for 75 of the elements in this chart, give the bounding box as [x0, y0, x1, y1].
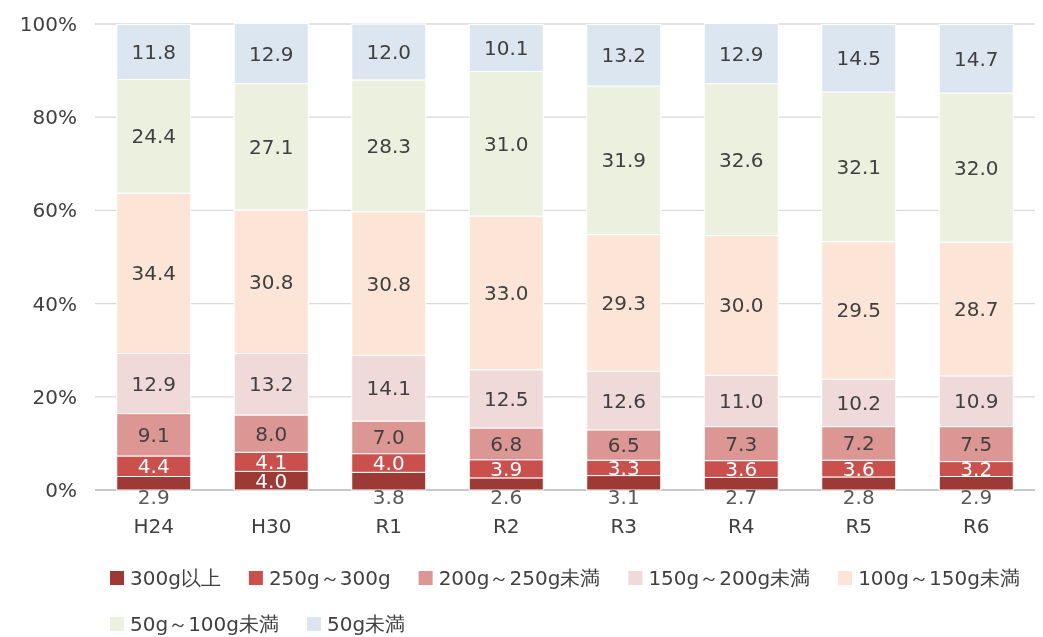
data-label: 3.3 — [607, 455, 640, 480]
x-tick-label: R3 — [610, 514, 638, 538]
data-label: 34.4 — [131, 261, 177, 286]
x-tick-label: R2 — [492, 514, 520, 538]
data-label: 4.0 — [372, 450, 405, 475]
x-tick-label: R6 — [962, 514, 990, 538]
data-label: 3.9 — [490, 456, 523, 481]
data-label: 27.1 — [248, 134, 294, 159]
data-label: 8.0 — [255, 421, 288, 446]
data-label: 3.6 — [725, 457, 758, 482]
y-tick-label: 60% — [32, 198, 77, 223]
data-label: 11.8 — [131, 39, 177, 64]
data-label: 10.9 — [953, 389, 999, 414]
x-tick-label: H30 — [251, 514, 292, 538]
data-label: 3.2 — [960, 457, 993, 482]
data-label: 6.8 — [490, 431, 523, 456]
data-label: 7.2 — [842, 431, 875, 456]
data-label: 32.1 — [836, 154, 882, 179]
data-label: 29.3 — [601, 290, 647, 315]
legend-label: 150g～200g未満 — [648, 566, 811, 590]
legend-label: 200g～250g未満 — [438, 566, 601, 590]
data-label: 13.2 — [601, 43, 647, 68]
data-label: 7.0 — [372, 425, 405, 450]
legend-label: 50g未満 — [327, 612, 406, 636]
data-label: 14.7 — [953, 46, 999, 71]
data-label: 7.5 — [960, 432, 993, 457]
data-label: 12.6 — [601, 388, 647, 413]
x-tick-label: H24 — [133, 514, 174, 538]
data-label: 6.5 — [607, 433, 640, 458]
data-label: 12.9 — [131, 371, 177, 396]
data-label: 32.6 — [718, 147, 764, 172]
x-tick-label: R4 — [727, 514, 755, 538]
data-label: 33.0 — [483, 280, 529, 305]
data-label: 12.5 — [483, 386, 529, 411]
legend-label: 300g以上 — [130, 566, 221, 590]
y-tick-label: 0% — [45, 478, 77, 502]
data-label: 29.5 — [836, 298, 882, 323]
data-label: 31.9 — [601, 148, 647, 173]
data-label: 3.8 — [372, 485, 405, 509]
y-tick-label: 80% — [32, 105, 77, 130]
data-label: 30.8 — [248, 269, 294, 294]
legend-label: 50g～100g未満 — [130, 612, 280, 636]
data-label: 2.7 — [725, 485, 758, 509]
x-tick-label: R5 — [845, 514, 873, 538]
data-label: 14.1 — [366, 376, 412, 401]
data-label: 13.2 — [248, 372, 294, 397]
y-tick-label: 100% — [19, 12, 77, 36]
data-label: 30.8 — [366, 271, 412, 296]
x-tick-label: R1 — [375, 514, 403, 538]
data-label: 31.0 — [483, 131, 529, 156]
data-label: 3.1 — [607, 485, 640, 509]
data-label: 12.0 — [366, 39, 412, 64]
legend-label: 250g～300g — [268, 566, 391, 590]
data-label: 2.8 — [842, 485, 875, 509]
data-label: 24.4 — [131, 124, 177, 149]
data-label: 12.9 — [248, 41, 294, 66]
data-label: 10.2 — [836, 390, 882, 415]
data-label: 14.5 — [836, 46, 882, 71]
y-tick-label: 40% — [32, 291, 77, 316]
y-tick-label: 20% — [32, 384, 77, 409]
legend-label: 100g～150g未満 — [858, 566, 1020, 590]
data-label: 28.7 — [953, 296, 999, 321]
data-label: 12.9 — [718, 41, 764, 66]
data-label: 28.3 — [366, 133, 412, 158]
data-label: 2.9 — [960, 485, 993, 509]
data-label: 30.0 — [718, 293, 764, 318]
data-label: 4.4 — [137, 454, 170, 479]
data-label: 10.1 — [483, 36, 529, 60]
data-label: 9.1 — [137, 422, 170, 447]
data-label: 2.9 — [137, 485, 170, 509]
data-label: 32.0 — [953, 155, 999, 180]
data-label: 2.6 — [490, 485, 523, 509]
data-label: 7.3 — [725, 431, 758, 456]
data-label: 3.6 — [842, 456, 875, 481]
data-label: 11.0 — [718, 388, 764, 413]
